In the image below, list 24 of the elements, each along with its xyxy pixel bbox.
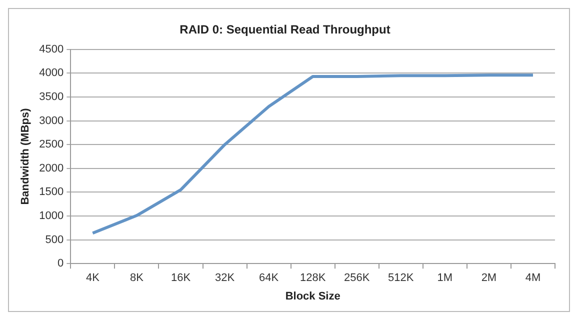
y-tick-label: 1000 xyxy=(39,210,64,222)
y-axis-title: Bandwidth (MBps) xyxy=(20,108,32,205)
y-tick-label: 0 xyxy=(58,258,64,270)
x-tick-label: 4M xyxy=(525,272,541,284)
y-tick-label: 4000 xyxy=(39,67,64,80)
y-tick-label: 3000 xyxy=(39,114,64,127)
y-tick-label: 2000 xyxy=(39,162,64,174)
x-tick-label: 64K xyxy=(259,272,280,284)
x-tick-label: 8K xyxy=(130,272,144,284)
y-tick-label: 4500 xyxy=(39,43,64,56)
y-tick-label: 500 xyxy=(45,234,64,246)
x-tick-label: 1M xyxy=(437,272,453,284)
x-tick-label: 16K xyxy=(170,272,192,284)
x-axis-title: Block Size xyxy=(285,290,340,302)
chart-title: RAID 0: Sequential Read Throughput xyxy=(180,22,390,37)
y-tick-label: 3500 xyxy=(39,91,64,104)
y-tick-label: 2500 xyxy=(39,138,64,151)
x-tick-label: 2M xyxy=(481,272,497,284)
x-tick-label: 4K xyxy=(86,272,100,284)
x-tick-label: 128K xyxy=(300,272,326,284)
x-tick-label: 512K xyxy=(388,272,414,284)
x-tick-label: 32K xyxy=(214,272,236,284)
y-tick-label: 1500 xyxy=(39,186,64,198)
x-tick-label: 256K xyxy=(344,272,370,284)
